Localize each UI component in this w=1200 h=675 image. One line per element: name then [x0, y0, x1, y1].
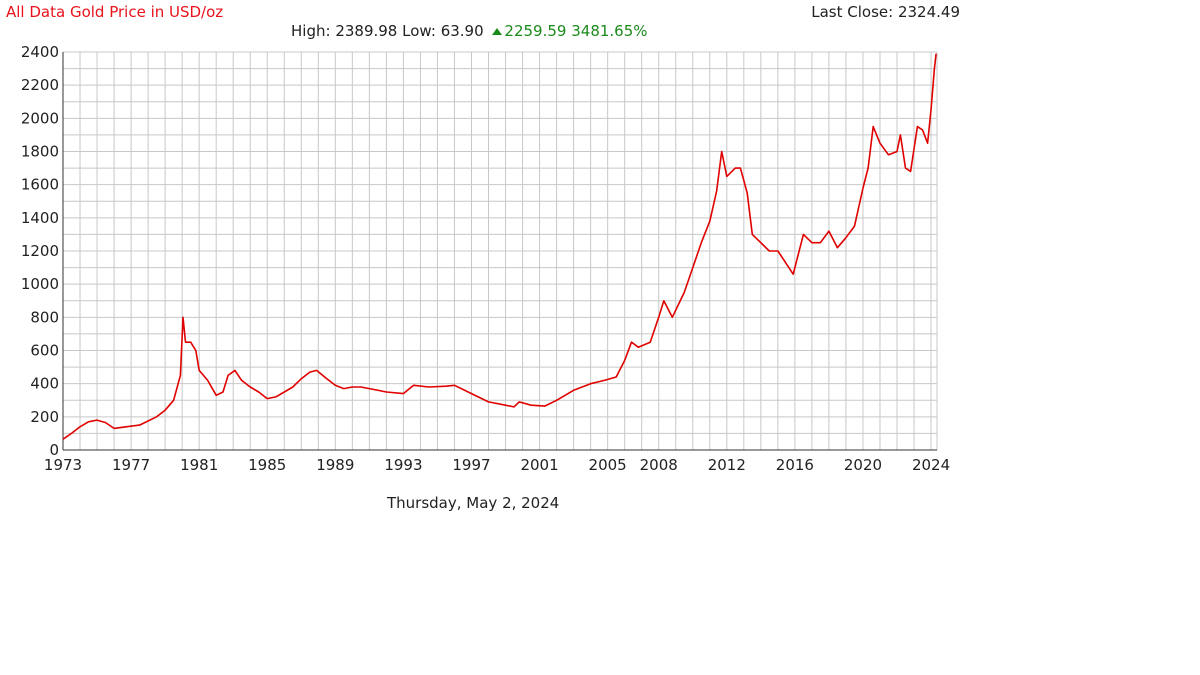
change-value: 2259.59	[504, 22, 567, 40]
low-label: Low:	[402, 22, 436, 40]
y-tick-label: 1400	[21, 209, 59, 227]
x-tick-label: 1993	[384, 456, 422, 474]
x-tick-label: 1989	[316, 456, 354, 474]
date-caption: Thursday, May 2, 2024	[387, 494, 560, 512]
y-tick-label: 200	[30, 408, 59, 426]
x-tick-label: 1997	[452, 456, 490, 474]
y-tick-label: 1200	[21, 242, 59, 260]
y-tick-label: 2000	[21, 109, 59, 127]
y-tick-label: 800	[30, 308, 59, 326]
last-close-value: 2324.49	[897, 3, 960, 21]
x-tick-label: 1973	[44, 456, 82, 474]
y-tick-label: 1800	[21, 143, 59, 161]
axis-ticks: 0 200 400 600 800 1000 1200 1400 1600 1800 2000 220…	[21, 43, 950, 474]
y-tick-label: 1000	[21, 275, 59, 293]
up-arrow-icon	[492, 27, 503, 35]
change-percent: 3481.65%	[571, 22, 648, 40]
x-tick-label: 1985	[248, 456, 286, 474]
price-line-layer	[62, 53, 937, 440]
gold-price-line	[62, 53, 937, 440]
x-tick-label: 2001	[520, 456, 558, 474]
x-tick-label: 2012	[708, 456, 746, 474]
y-tick-label: 2200	[21, 76, 59, 94]
x-tick-label: 2024	[912, 456, 950, 474]
chart-title: All Data Gold Price in USD/oz	[6, 3, 224, 21]
x-tick-label: 1977	[112, 456, 150, 474]
x-tick-label: 1981	[180, 456, 218, 474]
x-tick-label: 2008	[640, 456, 678, 474]
price-stats: High: 2389.98 Low: 63.90 2259.59 3481.65…	[291, 22, 648, 40]
y-tick-label: 600	[30, 342, 59, 360]
x-tick-label: 2020	[844, 456, 882, 474]
last-close: Last Close: 2324.49	[811, 3, 960, 21]
y-tick-label: 400	[30, 375, 59, 393]
high-label: High:	[291, 22, 331, 40]
y-tick-label: 2400	[21, 43, 59, 61]
x-tick-label: 2016	[776, 456, 814, 474]
chart-grid	[62, 51, 938, 451]
last-close-label: Last Close:	[811, 3, 894, 21]
high-value: 2389.98	[335, 22, 398, 40]
low-value: 63.90	[440, 22, 484, 40]
y-tick-label: 1600	[21, 176, 59, 194]
y-tick-label: 0	[49, 441, 59, 459]
x-tick-label: 2005	[589, 456, 627, 474]
